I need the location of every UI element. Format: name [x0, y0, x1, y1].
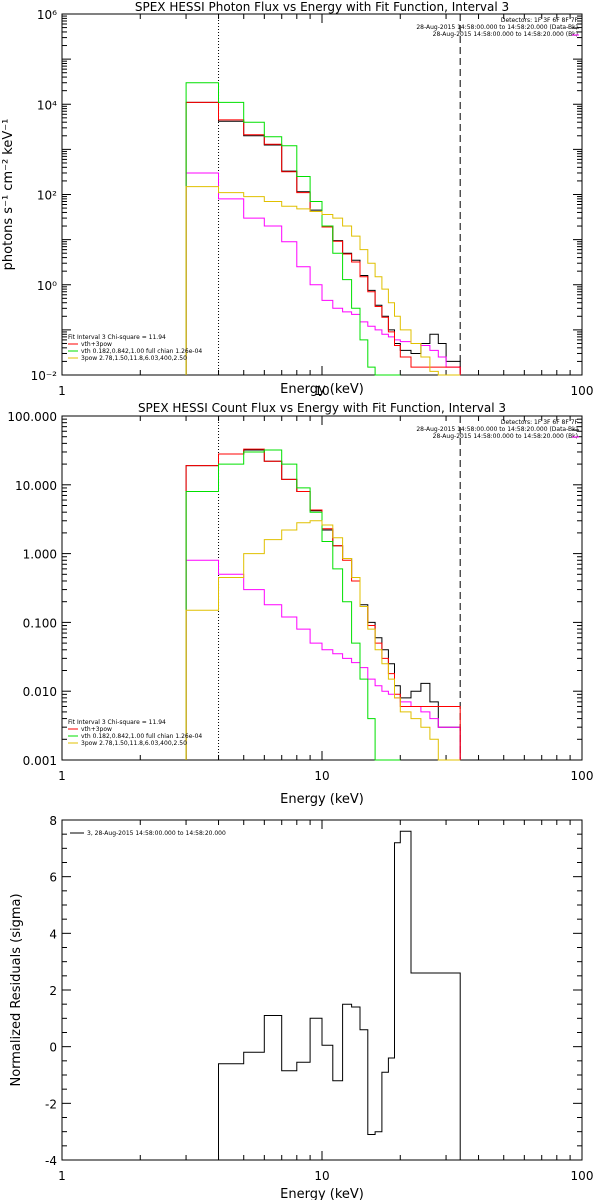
legend-entry: vth 0.182,0.842,1.00 full chian 1.26e-04 [81, 733, 202, 740]
chart-title: SPEX HESSI Photon Flux vs Energy with Fi… [135, 0, 509, 14]
series-5-line [185, 186, 461, 376]
y-tick-label: 10⁴ [37, 98, 57, 112]
y-tick-label: -2 [45, 1097, 57, 1111]
x-tick-label: 10 [314, 1169, 329, 1183]
plot-frame [61, 13, 583, 376]
info-line: 28-Aug-2015 14:58:00.000 to 14:58:20.000… [433, 433, 578, 440]
info-line: 28-Aug-2015 14:58:00.000 to 14:58:20.000… [416, 24, 578, 31]
series-4-line [185, 82, 401, 376]
y-axis-label: Normalized Residuals (sigma) [9, 893, 24, 1086]
x-tick-label: 1 [58, 769, 66, 783]
x-tick-label: 1 [58, 1169, 66, 1183]
y-tick-label: 10⁰ [37, 279, 57, 293]
y-tick-label: 2 [49, 984, 57, 998]
y-axis-label: photons s⁻¹ cm⁻² keV⁻¹ [1, 119, 16, 271]
x-tick-label: 100 [571, 1169, 594, 1183]
y-tick-label: 10² [37, 189, 57, 203]
y-tick-label: 0.100 [23, 616, 57, 630]
y-tick-label: 0.001 [23, 754, 57, 768]
legend-header: Fit Interval 3 Chi-square = 11.94 [68, 334, 166, 341]
series-2-line [185, 172, 461, 375]
info-line: 28-Aug-2015 14:58:00.000 to 14:58:20.000… [416, 426, 578, 433]
y-tick-label: 1.000 [23, 548, 57, 562]
y-tick-label: 10⁶ [37, 8, 57, 22]
chart-title: SPEX HESSI Count Flux vs Energy with Fit… [138, 401, 506, 415]
series-2-line [185, 559, 461, 760]
x-tick-label: 100 [571, 384, 594, 398]
chart-panel-3: 1 10 100 -4 -2 0 2 4 6 8 Energy (keV) Normalized Re… [9, 814, 593, 1200]
y-tick-label: 0.010 [23, 685, 57, 699]
plot-frame [61, 415, 583, 761]
x-axis-label: Energy (keV) [280, 382, 364, 397]
y-tick-label: 4 [49, 927, 57, 941]
legend-header: Fit Interval 3 Chi-square = 11.94 [68, 719, 166, 726]
chart-panel-1: SPEX HESSI Photon Flux vs Energy with Fi… [1, 0, 593, 398]
x-axis-label: Energy (keV) [280, 1187, 364, 1200]
y-tick-label: -4 [45, 1154, 57, 1168]
y-tick-label: 0 [49, 1041, 57, 1055]
plot-frame [61, 819, 583, 1161]
y-tick-label: 8 [49, 814, 57, 828]
legend-entry: vth+3pow [81, 726, 112, 733]
legend-entry: 3pow 2.78,1.50,11.8,6.03,400,2.50 [81, 740, 187, 747]
chart-panel-2: SPEX HESSI Count Flux vs Energy with Fit… [7, 401, 593, 807]
x-tick-label: 100 [571, 769, 594, 783]
info-line: Detectors: 1F 3F 6F 8F 7F [501, 17, 579, 24]
legend-entry: vth 0.182,0.842,1.00 full chian 1.26e-04 [81, 348, 202, 355]
series-5-line [185, 520, 461, 761]
series-1-line [185, 449, 461, 760]
series-4-line [185, 449, 401, 761]
legend-entry: vth+3pow [81, 341, 112, 348]
y-tick-label: 10⁻² [31, 369, 58, 383]
series-1-line [218, 830, 461, 1160]
x-tick-label: 1 [58, 384, 66, 398]
x-tick-label: 10 [314, 769, 329, 783]
y-tick-label: 10.000 [15, 479, 57, 493]
y-tick-label: 100.000 [7, 410, 57, 424]
legend-entry: 3, 28-Aug-2015 14:58:00.000 to 14:58:20.… [87, 830, 226, 837]
x-tick-label: 10 [314, 384, 329, 398]
info-line: 28-Aug-2015 14:58:00.000 to 14:58:20.000… [433, 31, 578, 38]
legend-entry: 3pow 2.78,1.50,11.8,6.03,400,2.50 [81, 355, 187, 362]
series-3-line [185, 101, 461, 375]
info-line: Detectors: 1F 3F 6F 8F 7F [501, 419, 579, 426]
y-tick-label: 6 [49, 871, 57, 885]
series-1-line [185, 101, 461, 375]
x-axis-label: Energy (keV) [280, 792, 364, 807]
series-3-line [185, 448, 461, 760]
